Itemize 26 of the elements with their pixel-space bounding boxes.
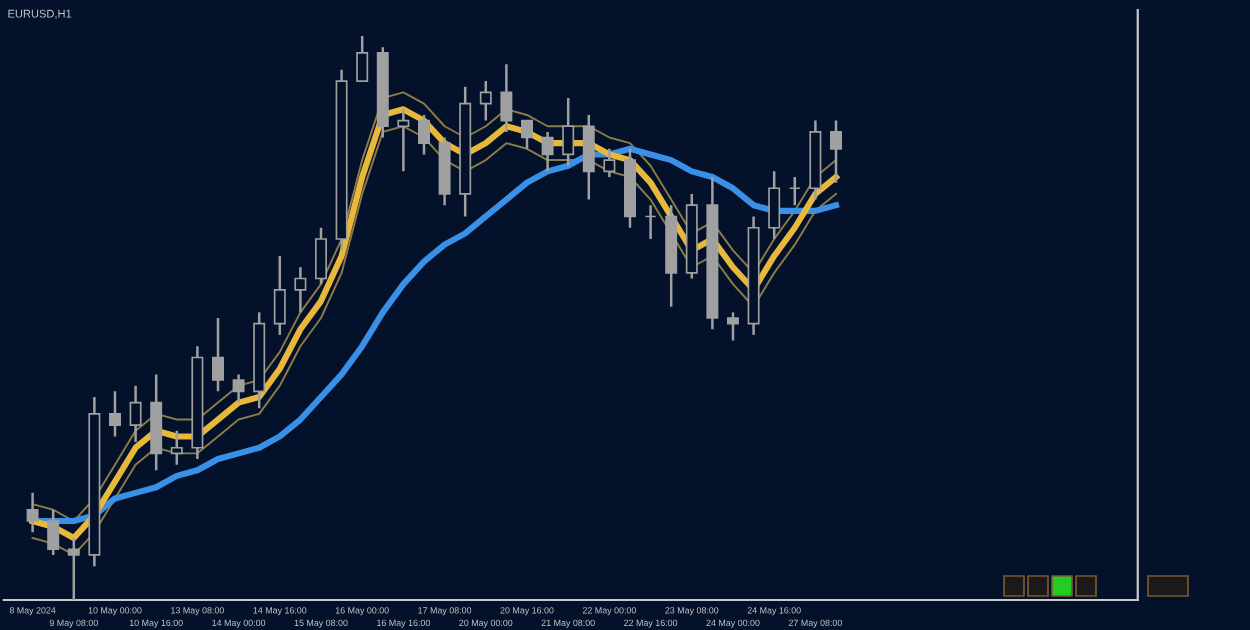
candlestick [479,79,492,122]
candlestick [47,508,60,557]
candlestick [26,491,39,534]
candlestick [500,62,513,134]
candlestick [397,108,410,173]
candlestick [521,119,533,151]
candlestick [212,316,224,393]
candlestick [727,311,739,342]
candlestick [294,265,307,314]
candlestick [356,34,369,83]
candlestick [603,147,616,179]
candlestick [315,226,327,286]
candlestick [170,429,183,466]
candlestick [768,170,781,241]
candlestick [273,254,286,337]
candlestick [562,96,575,167]
candlestick [541,130,554,173]
candlestick [109,390,121,438]
candlestick [582,113,595,201]
candlestick [232,373,245,404]
candlestick [418,113,430,156]
candlestick [67,536,80,600]
candlestick [830,119,842,184]
candlestick [129,384,142,444]
candlestick [788,175,801,207]
candlestick [644,203,657,241]
